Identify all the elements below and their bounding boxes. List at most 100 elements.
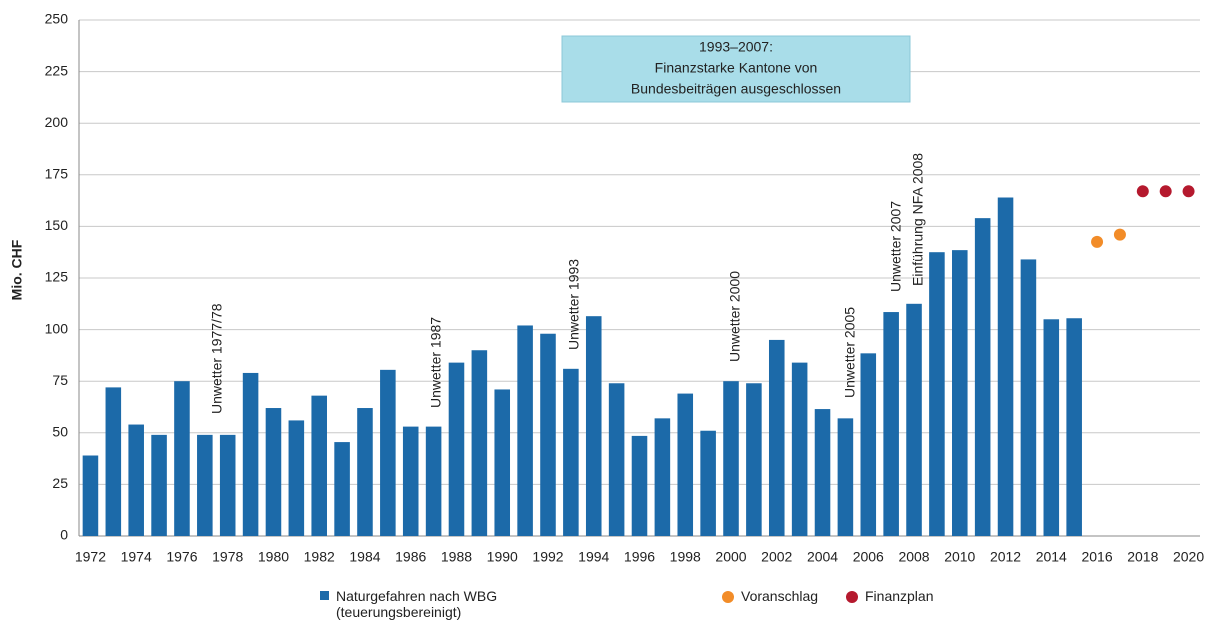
annotation: Unwetter 1977/78 (209, 303, 225, 414)
x-tick-label: 2012 (990, 549, 1021, 565)
bar (1066, 318, 1082, 536)
x-tick-label: 1984 (349, 549, 380, 565)
point (1091, 235, 1104, 248)
bar (768, 339, 785, 536)
y-tick-label: 225 (45, 62, 69, 78)
bar (357, 408, 373, 536)
x-tick-label: 2020 (1173, 549, 1204, 565)
bar (219, 434, 236, 536)
y-tick-label: 250 (45, 11, 69, 27)
annotation: Unwetter 2005 (842, 307, 858, 398)
bar (791, 362, 808, 536)
legend-swatch (846, 591, 858, 603)
x-tick-label: 2016 (1081, 549, 1112, 565)
point (1159, 185, 1172, 198)
bar (1043, 319, 1060, 536)
y-tick-label: 25 (52, 475, 68, 491)
bar (402, 426, 419, 536)
y-tick-label: 125 (45, 269, 69, 285)
x-tick-label: 2008 (898, 549, 929, 565)
x-tick-label: 2018 (1127, 549, 1158, 565)
y-tick-label: 0 (60, 527, 68, 543)
annotation: Unwetter 2007 (888, 201, 904, 292)
point (1113, 228, 1126, 241)
x-tick-label: 1990 (487, 549, 518, 565)
y-tick-label: 75 (52, 372, 68, 388)
bar (128, 424, 144, 536)
x-tick-label: 1994 (578, 549, 609, 565)
bar (723, 381, 739, 536)
bar (585, 316, 602, 536)
bar (974, 218, 991, 537)
x-tick-label: 2014 (1036, 549, 1067, 565)
point (1182, 185, 1195, 198)
bar (494, 389, 511, 536)
bar (540, 333, 556, 536)
x-tick-label: 2006 (853, 549, 884, 565)
point (1136, 185, 1149, 198)
bar (1020, 259, 1037, 536)
legend-item: Naturgefahren nach WBG (teuerungsbereini… (320, 588, 500, 620)
bar (700, 430, 716, 536)
x-tick-label: 1992 (532, 549, 563, 565)
legend-label: Finanzplan (865, 588, 934, 604)
y-tick-label: 175 (45, 166, 69, 182)
annotation: Unwetter 2000 (727, 271, 743, 362)
x-tick-label: 2002 (761, 549, 792, 565)
bar (860, 353, 877, 536)
x-tick-label: 2000 (715, 549, 746, 565)
bar (197, 434, 213, 536)
x-tick-label: 2004 (807, 549, 838, 565)
annotation: Einführung NFA 2008 (910, 153, 926, 286)
y-tick-label: 50 (52, 424, 68, 440)
x-tick-label: 1978 (212, 549, 243, 565)
bar (746, 383, 762, 536)
x-tick-label: 1972 (75, 549, 106, 565)
y-tick-label: 200 (45, 114, 69, 130)
bar (997, 197, 1014, 536)
bar (517, 325, 533, 536)
x-tick-label: 1998 (670, 549, 701, 565)
bar (952, 250, 968, 537)
bar (677, 393, 694, 536)
legend-label: Voranschlag (741, 588, 819, 604)
bar (608, 383, 625, 536)
annotation-box-text: Bundesbeiträgen ausgeschlossen (631, 81, 841, 97)
x-tick-label: 1976 (166, 549, 197, 565)
bar (906, 303, 922, 536)
bar (242, 372, 259, 536)
legend-swatch (722, 591, 734, 603)
y-tick-label: 100 (45, 320, 69, 336)
x-tick-label: 1982 (304, 549, 335, 565)
x-tick-label: 1974 (121, 549, 152, 565)
legend-item: Finanzplan (846, 588, 966, 604)
bar (929, 252, 945, 536)
bar (425, 426, 442, 536)
bar (82, 455, 99, 536)
bar (814, 409, 831, 536)
bar (265, 408, 282, 536)
bar (837, 418, 854, 536)
bar (311, 395, 327, 536)
chart: Mio. CHF 0 25 50 75 100 125 150 175 200 225 250 197… (9, 11, 1205, 565)
bar (105, 387, 122, 536)
x-tick-label: 1980 (258, 549, 289, 565)
annotation: Unwetter 1987 (428, 317, 444, 408)
bar (174, 381, 190, 536)
y-axis-label: Mio. CHF (9, 239, 25, 300)
bar (334, 442, 350, 536)
bar (151, 434, 167, 536)
annotation-box-text: Finanzstarke Kantone von (655, 60, 818, 76)
bar (631, 435, 648, 536)
legend-swatch (320, 591, 329, 600)
bar (380, 369, 396, 536)
x-tick-label: 1986 (395, 549, 426, 565)
legend-item: Voranschlag (722, 588, 842, 604)
bar (448, 362, 465, 536)
bar (883, 312, 899, 536)
legend-label: Naturgefahren nach WBG (teuerungsbereini… (336, 588, 498, 620)
x-tick-label: 1996 (624, 549, 655, 565)
x-tick-label: 2010 (944, 549, 975, 565)
annotation-box (561, 35, 911, 103)
